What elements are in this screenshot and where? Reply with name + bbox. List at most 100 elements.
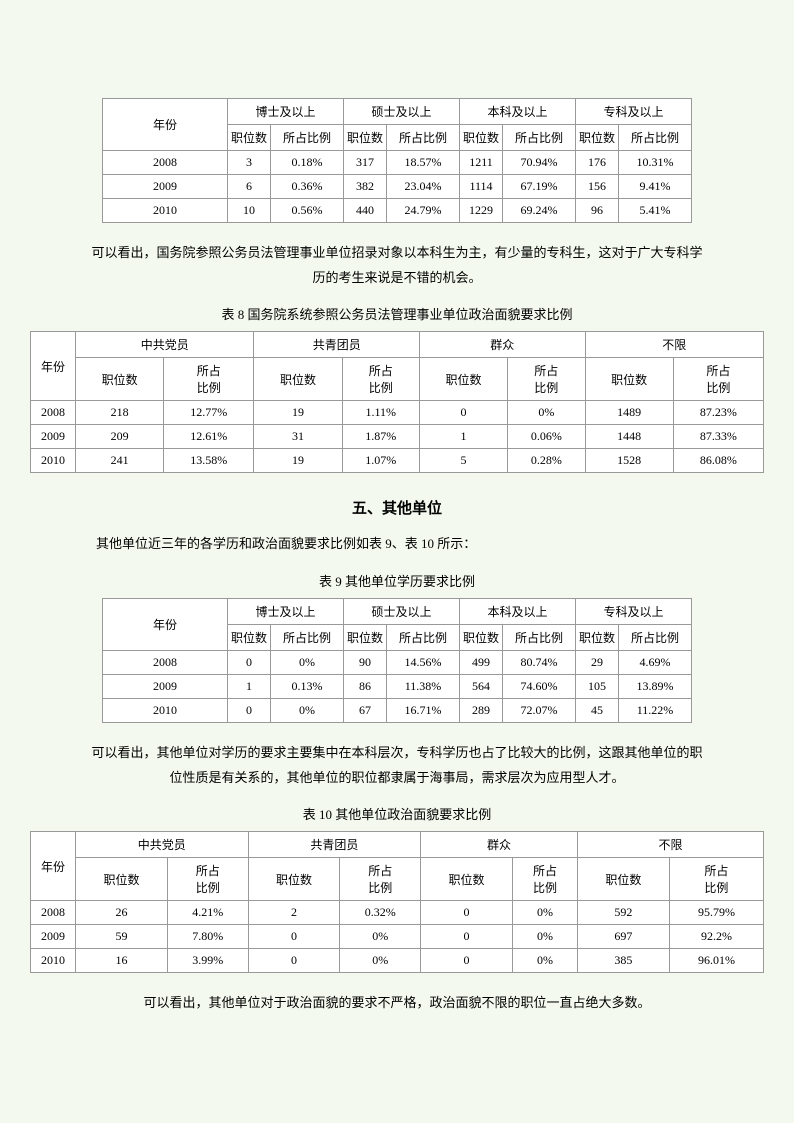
sub-pos: 职位数: [460, 625, 503, 651]
sub-pos: 职位数: [576, 625, 619, 651]
sub-pos: 职位数: [576, 125, 619, 151]
cell-value: 9.41%: [619, 175, 692, 199]
cell-value: 5: [419, 449, 507, 473]
col-year: 年份: [31, 832, 76, 901]
cell-year: 2009: [31, 425, 76, 449]
cell-value: 12.61%: [164, 425, 254, 449]
sub-pos: 职位数: [421, 858, 513, 901]
group-master: 硕士及以上: [344, 599, 460, 625]
table-row: 200821812.77%191.11%00%148987.23%: [31, 401, 764, 425]
cell-value: 13.58%: [164, 449, 254, 473]
table-row: 2008264.21%20.32%00%59295.79%: [31, 901, 764, 925]
sub-ratio: 所占比例: [271, 625, 344, 651]
cell-value: 1528: [585, 449, 673, 473]
cell-value: 11.38%: [387, 675, 460, 699]
cell-value: 13.89%: [619, 675, 692, 699]
cell-value: 0%: [512, 949, 577, 973]
sub-pos: 职位数: [577, 858, 669, 901]
sub-ratio: 所占比例: [503, 125, 576, 151]
sub-pos: 职位数: [344, 125, 387, 151]
col-year: 年份: [103, 99, 228, 151]
sub-ratio: 所占比例: [271, 125, 344, 151]
cell-value: 16.71%: [387, 699, 460, 723]
cell-value: 0: [419, 401, 507, 425]
cell-value: 0: [248, 949, 340, 973]
group-none: 不限: [577, 832, 763, 858]
table-row: 200910.13%8611.38%56474.60%10513.89%: [103, 675, 692, 699]
table-edu-other: 年份 博士及以上 硕士及以上 本科及以上 专科及以上 职位数 所占比例 职位数 …: [102, 598, 692, 723]
cell-value: 1489: [585, 401, 673, 425]
cell-value: 95.79%: [669, 901, 763, 925]
cell-value: 0: [248, 925, 340, 949]
table-row: 200830.18%31718.57%121170.94%17610.31%: [103, 151, 692, 175]
col-year: 年份: [103, 599, 228, 651]
cell-value: 0%: [271, 699, 344, 723]
cell-value: 1211: [460, 151, 503, 175]
cell-value: 4.21%: [167, 901, 248, 925]
sub-pos: 职位数: [460, 125, 503, 151]
cell-value: 92.2%: [669, 925, 763, 949]
cell-value: 1114: [460, 175, 503, 199]
cell-value: 3.99%: [167, 949, 248, 973]
sub-ratio: 所占比例: [164, 358, 254, 401]
cell-year: 2010: [103, 199, 228, 223]
sub-ratio: 所占比例: [669, 858, 763, 901]
table9-body: 200800%9014.56%49980.74%294.69%200910.13…: [103, 651, 692, 723]
paragraph-1: 可以看出，国务院参照公务员法管理事业单位招录对象以本科生为主，有少量的专科生，这…: [90, 241, 704, 290]
cell-value: 0.56%: [271, 199, 344, 223]
cell-value: 80.74%: [503, 651, 576, 675]
cell-value: 1.11%: [342, 401, 419, 425]
table-pol-other: 年份 中共党员 共青团员 群众 不限 职位数 所占比例 职位数 所占比例 职位数…: [30, 831, 764, 973]
cell-value: 87.23%: [673, 401, 763, 425]
group-doctor: 博士及以上: [228, 99, 344, 125]
table-row: 201000%6716.71%28972.07%4511.22%: [103, 699, 692, 723]
table10-body: 2008264.21%20.32%00%59295.79%2009597.80%…: [31, 901, 764, 973]
group-mass: 群众: [419, 332, 585, 358]
sub-pos: 职位数: [248, 858, 340, 901]
cell-year: 2010: [31, 949, 76, 973]
cell-value: 0.18%: [271, 151, 344, 175]
cell-value: 14.56%: [387, 651, 460, 675]
cell-value: 0: [421, 949, 513, 973]
cell-value: 86.08%: [673, 449, 763, 473]
sub-ratio: 所占比例: [342, 358, 419, 401]
cell-value: 69.24%: [503, 199, 576, 223]
cell-year: 2008: [31, 401, 76, 425]
cell-year: 2008: [103, 651, 228, 675]
table-row: 201024113.58%191.07%50.28%152886.08%: [31, 449, 764, 473]
paragraph-4: 可以看出，其他单位对于政治面貌的要求不严格，政治面貌不限的职位一直占绝大多数。: [90, 991, 704, 1016]
group-none: 不限: [585, 332, 764, 358]
table7-body: 200830.18%31718.57%121170.94%17610.31% 20…: [103, 151, 692, 223]
table-row: 2010163.99%00%00%38596.01%: [31, 949, 764, 973]
table-row: 2009597.80%00%00%69792.2%: [31, 925, 764, 949]
table-row: 200920912.61%311.87%10.06%144887.33%: [31, 425, 764, 449]
group-mass: 群众: [421, 832, 578, 858]
cell-value: 70.94%: [503, 151, 576, 175]
cell-year: 2009: [31, 925, 76, 949]
cell-value: 0.32%: [340, 901, 421, 925]
cell-value: 45: [576, 699, 619, 723]
cell-value: 67.19%: [503, 175, 576, 199]
cell-year: 2010: [103, 699, 228, 723]
sub-pos: 职位数: [585, 358, 673, 401]
cell-value: 0%: [512, 901, 577, 925]
sub-ratio: 所占比例: [340, 858, 421, 901]
cell-value: 440: [344, 199, 387, 223]
cell-value: 0.13%: [271, 675, 344, 699]
group-bachelor: 本科及以上: [460, 99, 576, 125]
caption-table10: 表 10 其他单位政治面貌要求比例: [30, 804, 764, 823]
cell-value: 16: [76, 949, 168, 973]
cell-value: 0%: [512, 925, 577, 949]
table-row: 2010100.56%44024.79%122969.24%965.41%: [103, 199, 692, 223]
cell-value: 19: [254, 449, 342, 473]
cell-value: 0%: [340, 949, 421, 973]
cell-value: 31: [254, 425, 342, 449]
sub-ratio: 所占比例: [167, 858, 248, 901]
sub-pos: 职位数: [344, 625, 387, 651]
cell-value: 0.28%: [508, 449, 585, 473]
table8-body: 200821812.77%191.11%00%148987.23%2009209…: [31, 401, 764, 473]
caption-table8: 表 8 国务院系统参照公务员法管理事业单位政治面貌要求比例: [30, 304, 764, 323]
cell-value: 0: [228, 651, 271, 675]
sub-pos: 职位数: [419, 358, 507, 401]
sub-pos: 职位数: [254, 358, 342, 401]
